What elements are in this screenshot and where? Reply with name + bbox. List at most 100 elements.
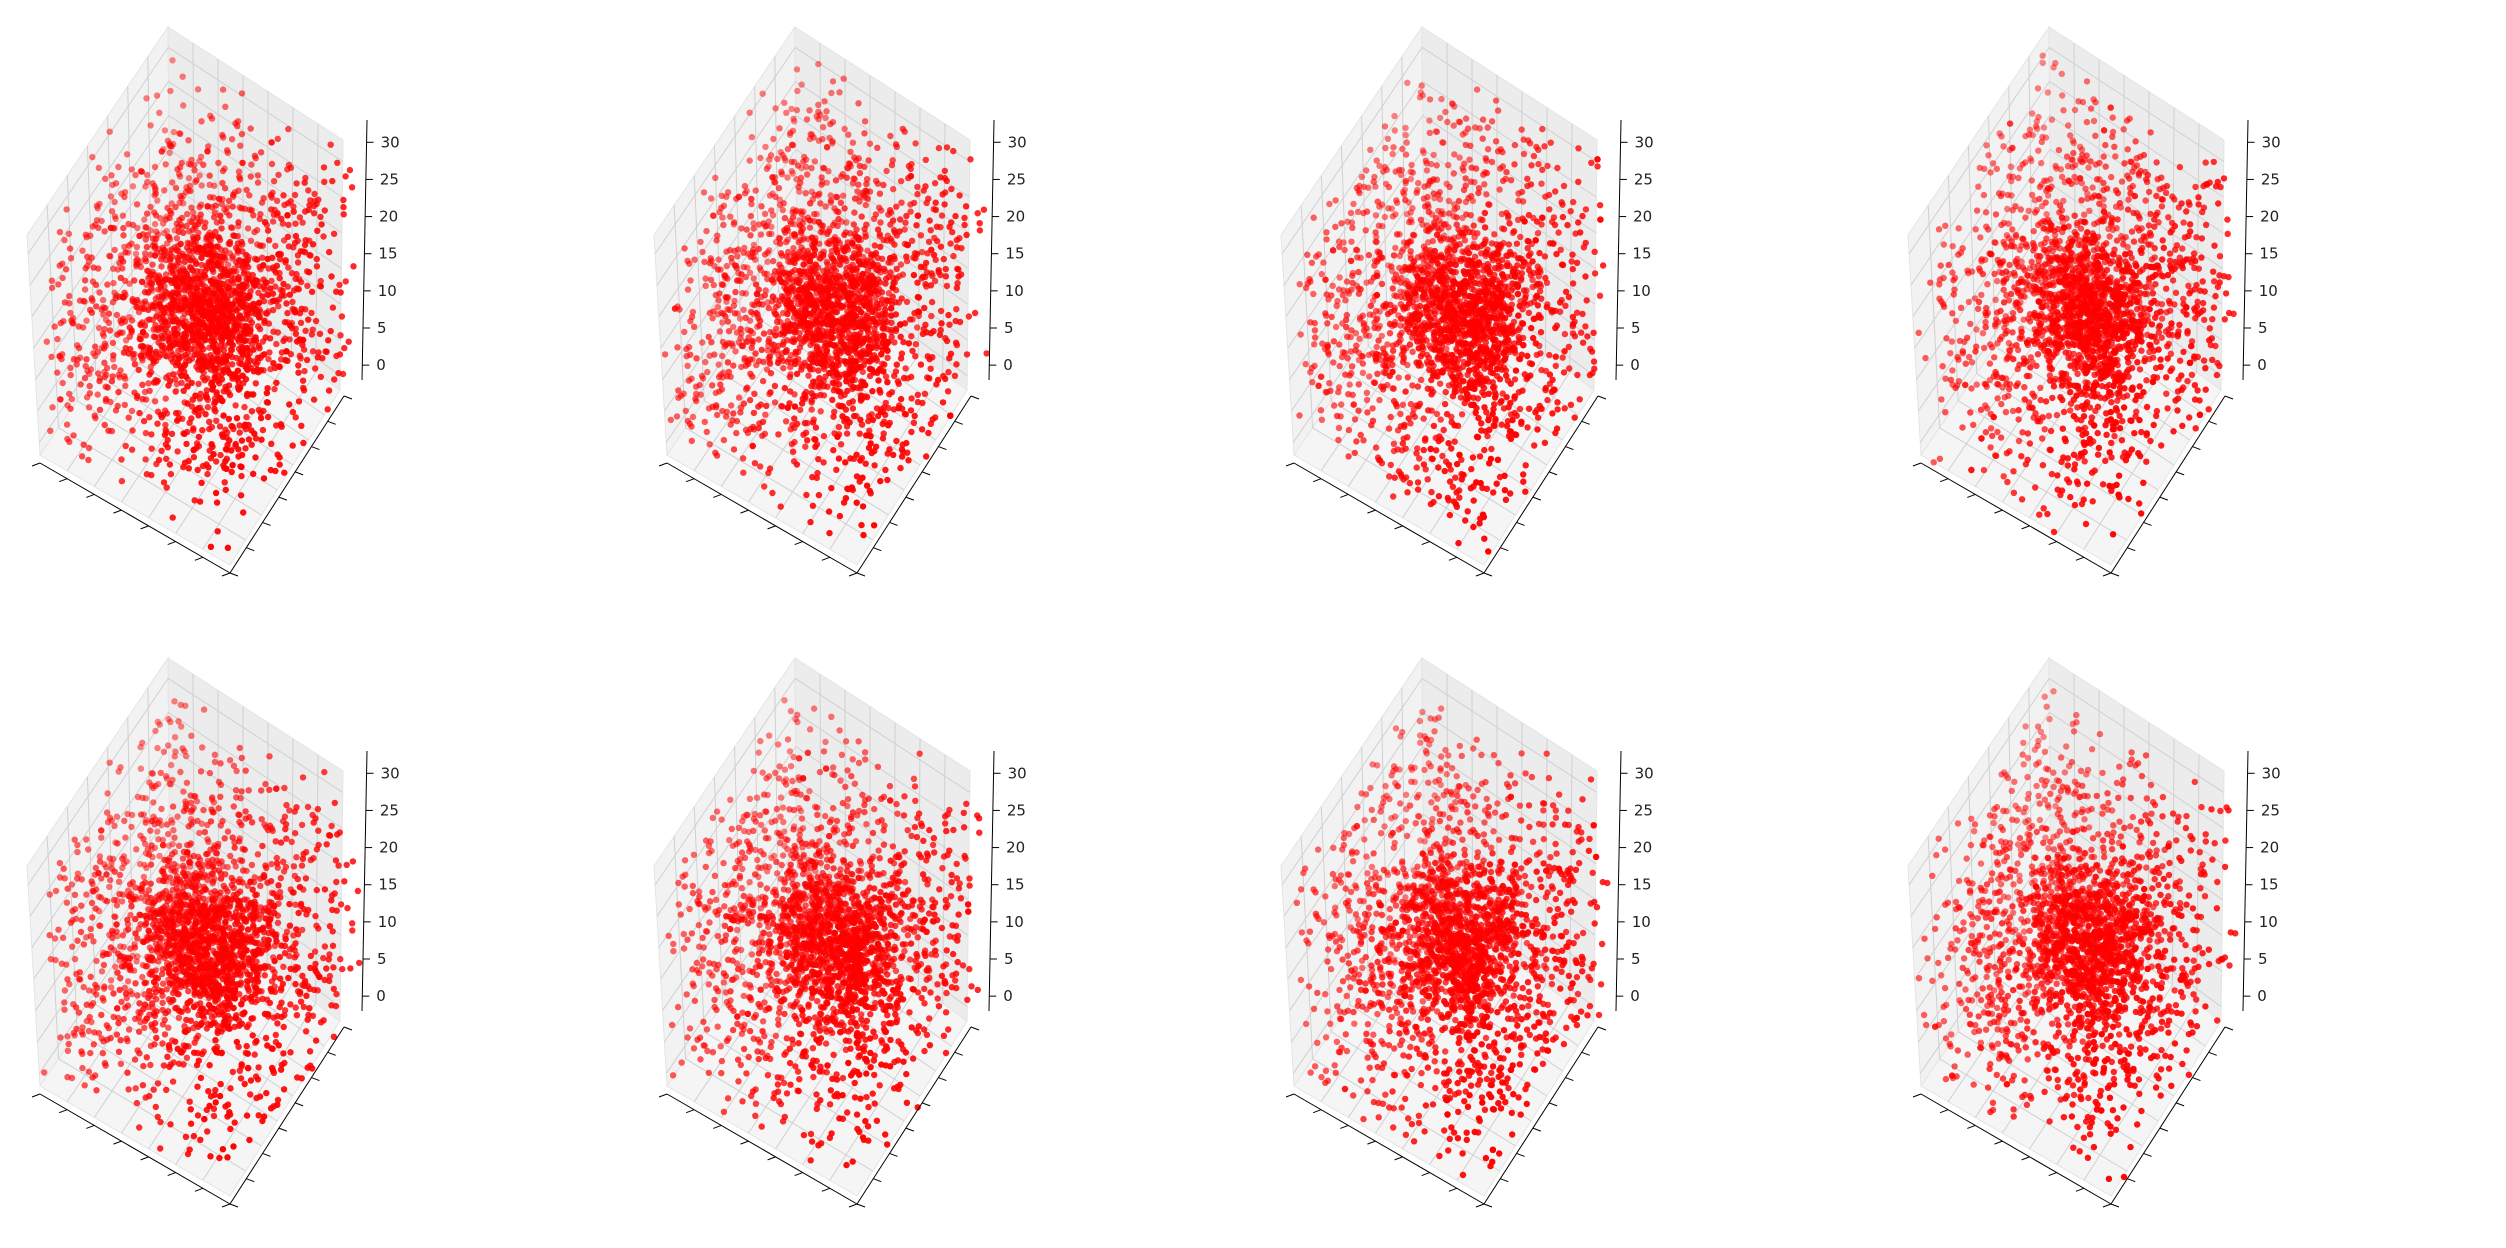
data-point [327, 327, 334, 335]
data-point [155, 456, 163, 464]
data-point [304, 282, 311, 289]
data-point [83, 356, 90, 363]
data-point [119, 329, 126, 336]
data-point [195, 380, 202, 387]
data-point [169, 179, 176, 186]
data-point [772, 267, 779, 275]
data-point [747, 212, 755, 220]
data-point [683, 353, 690, 360]
data-point [801, 419, 809, 427]
data-point [932, 206, 939, 214]
data-point [289, 298, 296, 306]
data-point [174, 297, 181, 304]
data-point [162, 326, 169, 333]
data-point [181, 258, 188, 266]
data-point [157, 215, 164, 222]
data-point [741, 244, 748, 252]
data-point [864, 195, 871, 202]
data-point [832, 193, 840, 200]
data-point [160, 479, 168, 486]
data-point [152, 190, 159, 197]
data-point [225, 197, 233, 205]
data-point [719, 214, 726, 221]
data-point [61, 236, 68, 244]
data-point [883, 318, 891, 326]
subplot-2[interactable]: 0 5 10 15 20 25 30 [652, 25, 1252, 595]
data-point [861, 393, 869, 400]
data-point [218, 225, 225, 232]
data-point [759, 418, 767, 425]
data-point [187, 187, 194, 195]
data-point [724, 373, 731, 380]
data-point [125, 414, 132, 421]
data-point [148, 280, 156, 288]
y-tick [262, 521, 271, 526]
data-point [51, 323, 58, 330]
data-point [764, 258, 771, 265]
data-point [328, 273, 335, 280]
data-point [905, 162, 913, 170]
y-tick [311, 446, 320, 451]
data-point [301, 241, 309, 249]
data-point [871, 447, 878, 455]
scatter-points [1296, 79, 1607, 555]
data-point [914, 279, 921, 286]
data-point [317, 277, 324, 285]
data-point [110, 265, 117, 272]
data-point [874, 254, 881, 262]
data-point [133, 303, 140, 311]
data-point [744, 250, 752, 257]
data-point [809, 339, 817, 347]
data-point [690, 323, 698, 330]
data-point [178, 159, 185, 167]
data-point [89, 223, 97, 230]
data-point [196, 318, 203, 326]
data-point [825, 508, 833, 515]
data-point [804, 171, 811, 178]
data-point [248, 427, 255, 434]
y-tick [970, 395, 980, 400]
data-point [684, 417, 691, 425]
data-point [791, 438, 798, 446]
subplot-3[interactable]: 0 5 10 15 20 25 30 [1279, 25, 1879, 595]
data-point [864, 314, 872, 322]
data-point [265, 355, 272, 363]
data-point [890, 185, 897, 193]
data-point [723, 262, 730, 270]
data-point [128, 240, 135, 247]
data-point [826, 292, 834, 300]
data-point [795, 253, 803, 260]
data-point [284, 212, 291, 219]
data-point [704, 368, 711, 376]
data-point [1520, 471, 1527, 478]
data-point [766, 360, 774, 367]
data-point [708, 339, 715, 346]
data-point [871, 242, 878, 249]
z-tick-label: 20 [379, 208, 398, 226]
data-point [248, 408, 256, 415]
data-point [872, 266, 880, 273]
data-point [188, 403, 196, 410]
data-point [238, 90, 246, 97]
data-point [1296, 281, 1303, 288]
data-point [784, 174, 791, 181]
data-point [808, 188, 815, 195]
data-point [778, 171, 786, 178]
data-point [158, 447, 165, 454]
data-point [820, 432, 828, 440]
data-point [877, 477, 884, 485]
data-point [798, 400, 806, 407]
data-point [800, 261, 807, 268]
data-point [714, 411, 721, 419]
data-point [744, 384, 751, 391]
data-point [158, 414, 165, 421]
data-point [280, 192, 287, 199]
data-point [869, 335, 877, 342]
data-point [781, 322, 788, 330]
subplot-1[interactable]: 0 5 10 15 20 25 30 [25, 25, 625, 595]
data-point [794, 87, 801, 95]
data-point [168, 246, 176, 253]
data-point [862, 432, 870, 439]
data-point [237, 463, 244, 470]
floor-gridline [76, 400, 262, 516]
